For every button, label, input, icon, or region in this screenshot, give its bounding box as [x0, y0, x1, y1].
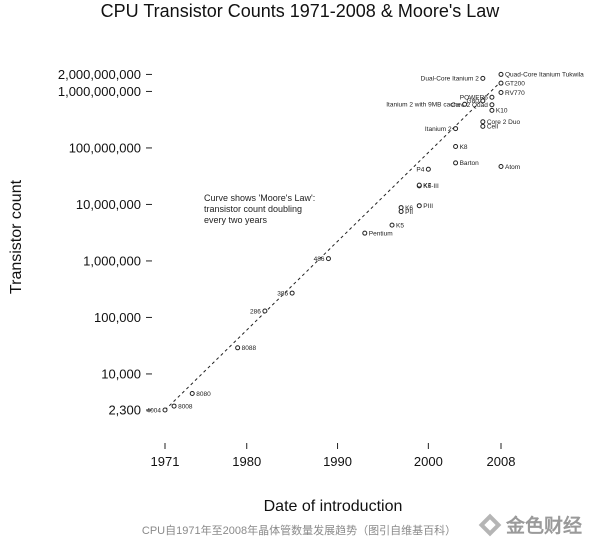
data-point-label: G80: [467, 98, 480, 105]
y-axis: 2,300 10,000 100,000 1,000,000 10,000,000 100…: [58, 67, 152, 418]
x-axis-label: Date of introduction: [264, 498, 403, 515]
y-tick-label: 100,000,000: [69, 140, 141, 155]
chart-title: CPU Transistor Counts 1971-2008 & Moore'…: [101, 1, 501, 21]
data-point-label: Cell: [487, 124, 499, 131]
y-axis-label: Transistor count: [8, 179, 25, 294]
data-point-label: Quad-Core Itanium Tukwila: [505, 72, 584, 79]
moores-law-annotation: Curve shows 'Moore's Law': transistor cou…: [204, 193, 315, 225]
data-point-label: 4004: [147, 407, 162, 414]
annotation-line: Curve shows 'Moore's Law':: [204, 193, 315, 203]
data-point-label: Atom: [505, 164, 520, 171]
x-tick-label: 1980: [232, 454, 261, 469]
data-point-label: Pentium: [369, 230, 393, 237]
data-point-label: 386: [277, 290, 288, 297]
data-point: [189, 391, 195, 397]
data-point: [489, 94, 495, 100]
data-point: [235, 345, 241, 351]
data-point-label: 486: [314, 256, 325, 263]
data-point-label: 8080: [196, 391, 211, 398]
data-point: [416, 182, 422, 188]
data-point: [480, 119, 486, 125]
data-point: [262, 308, 268, 314]
data-point: [489, 107, 495, 113]
x-tick-label: 1990: [323, 454, 352, 469]
x-tick-label: 1971: [151, 454, 180, 469]
data-point-label: K10: [496, 108, 508, 115]
data-point: [489, 102, 495, 108]
diamond-logo-icon: [478, 513, 502, 537]
data-point: [453, 126, 459, 132]
data-point: [480, 98, 486, 104]
data-point-label: K7: [423, 182, 431, 189]
data-point-label: Barton: [460, 160, 480, 167]
x-axis: 1971 1980 1990 2000 2008: [151, 443, 516, 469]
y-tick-label: 1,000,000: [83, 253, 141, 268]
data-point-label: PIII: [423, 203, 433, 210]
y-tick-label: 1,000,000,000: [58, 84, 141, 99]
y-tick-label: 2,300: [108, 403, 141, 418]
watermark-text: 金色财经: [505, 514, 582, 537]
data-point-label: 8008: [178, 403, 193, 410]
data-point-label: GT200: [505, 80, 525, 87]
data-point-label: RV770: [505, 90, 525, 97]
data-point-label: Itanium 2: [425, 126, 452, 133]
x-tick-label: 2008: [487, 454, 516, 469]
moores-law-trend-line: [164, 81, 502, 411]
y-tick-label: 10,000,000: [76, 197, 141, 212]
data-point-label: PII: [405, 209, 413, 216]
data-point-label: 286: [250, 308, 261, 315]
data-point: [498, 163, 504, 169]
data-point-label: POWER6: [460, 95, 489, 102]
data-point-label: K6-III: [423, 183, 439, 190]
image-caption: CPU自1971年至2008年晶体管数量发展趋势（图引自维基百科）: [142, 523, 456, 537]
data-point: [416, 203, 422, 209]
data-point: [289, 290, 295, 296]
data-point: [498, 80, 504, 86]
data-point-label: Itanium 2 with 9MB cache: [386, 102, 461, 109]
data-point: [498, 90, 504, 96]
data-point-label: Dual-Core Itanium 2: [421, 76, 480, 83]
data-point-label: K6: [405, 205, 413, 212]
data-point: [398, 208, 404, 214]
y-tick-label: 100,000: [94, 310, 141, 325]
annotation-line: transistor count doubling: [204, 204, 302, 214]
annotation-line: every two years: [204, 215, 268, 225]
data-point-label: 8088: [242, 345, 257, 352]
data-point: [398, 205, 404, 211]
data-point: [462, 101, 468, 107]
data-point: [453, 160, 459, 166]
data-point: [498, 71, 504, 77]
data-point-label: Core 2 Quad: [451, 102, 489, 109]
data-point-label: K5: [396, 222, 404, 229]
y-tick-label: 10,000: [101, 366, 141, 381]
data-point-label: K8: [460, 144, 468, 151]
data-point: [453, 144, 459, 150]
x-tick-label: 2000: [414, 454, 443, 469]
y-tick-label: 2,000,000,000: [58, 67, 141, 82]
data-point: [480, 75, 486, 81]
data-point: [162, 407, 168, 413]
data-point: [171, 403, 177, 409]
data-point: [325, 256, 331, 262]
data-point-label: P4: [416, 167, 424, 174]
data-point: [480, 123, 486, 129]
data-point: [425, 166, 431, 172]
data-point: [362, 230, 368, 236]
data-point-label: Core 2 Duo: [487, 119, 521, 126]
data-point: [389, 222, 395, 228]
